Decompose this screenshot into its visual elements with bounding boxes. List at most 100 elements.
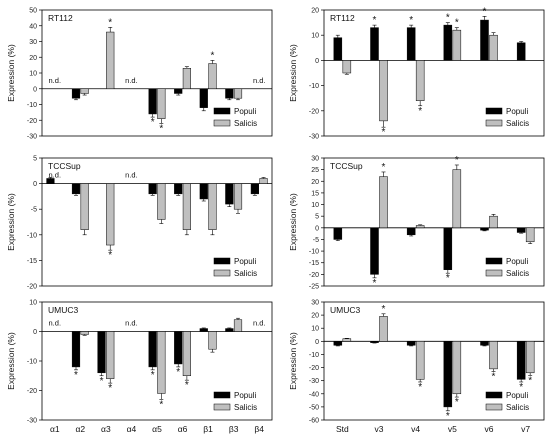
bar-salicis [157,183,166,220]
y-tick-label: -10 [27,232,37,239]
bar-populi [225,328,234,332]
x-tick-label: v4 [411,424,420,434]
cell-line-label: RT112 [330,13,355,23]
bar-populi [174,183,183,195]
y-tick-label: 10 [29,300,37,307]
bar-populi [71,88,81,99]
cell-line-label: TCCSup [330,161,363,171]
significance-star: * [483,6,487,17]
bar-populi [148,88,157,115]
y-tick-label: -5 [31,207,37,214]
significance-star: * [528,375,532,386]
y-axis-title: Expression (%) [6,44,16,102]
y-axis-title: Expression (%) [6,332,16,390]
y-tick-label: 30 [29,39,37,46]
significance-star: * [382,304,386,315]
y-axis-title: Expression (%) [288,44,298,102]
chart-panel-4: -25 -20 -15 -10 -5 0 5 10 15 20 25 30 Expression (%)… [288,155,545,291]
legend-swatch-populi [213,257,231,265]
legend-swatch-populi [485,257,503,265]
legend-swatch-salicis [213,119,231,127]
y-tick-label: 30 [311,300,319,307]
cell-line-label: UMUC3 [330,305,360,315]
x-tick-label: v6 [485,424,494,434]
y-tick-label: -20 [27,388,37,395]
y-tick-label: 50 [29,8,37,15]
y-tick-label: 0 [315,225,319,232]
not-detected-annotation: n.d. [49,171,62,180]
bar-salicis [208,63,217,89]
y-tick-label: -10 [309,83,319,90]
significance-star: * [74,370,78,381]
y-tick-label: -60 [309,418,319,425]
not-detected-annotation: n.d. [49,76,62,85]
legend-label: Salicis [506,403,529,412]
significance-star: * [100,376,104,387]
y-tick-label: 5 [315,214,319,221]
y-axis-title: Expression (%) [288,332,298,390]
bar-salicis [452,29,462,61]
bar-salicis [452,169,462,229]
significance-star: * [108,383,112,394]
x-tick-label: β3 [229,424,239,434]
bar-salicis [182,183,191,230]
y-tick-label: -50 [309,404,319,411]
legend-label: Populi [234,391,256,400]
not-detected-annotation: n.d. [253,76,266,85]
bar-populi [370,227,379,275]
y-tick-label: -10 [309,352,319,359]
chart-panel-6: -60 -50 -40 -30 -20 -10 0 10 20 30 Expression (%) U… [288,300,545,434]
y-tick-label: -10 [27,359,37,366]
legend-swatch-populi [485,391,503,399]
bar-populi [333,227,343,240]
legend-label: Salicis [506,119,529,128]
significance-star: * [409,15,413,26]
legend-swatch-salicis [213,403,231,411]
legend-swatch-populi [213,107,231,115]
y-tick-label: 0 [33,86,37,93]
y-tick-label: 0 [33,181,37,188]
significance-star: * [159,399,163,410]
not-detected-annotation: n.d. [125,171,138,180]
x-tick-label: α5 [152,424,162,434]
y-tick-label: 15 [311,190,319,197]
chart-panel-2: -30 -20 -10 0 10 20 Expression (%) RT112 * * * * * * *… [288,6,545,141]
significance-star: * [519,382,523,393]
bar-populi [71,183,81,195]
bar-salicis [233,319,243,332]
plot-frame [323,301,545,421]
cell-line-label: UMUC3 [48,305,78,315]
bar-salicis [489,341,498,370]
bar-salicis [489,34,498,61]
legend-label: Populi [506,391,528,400]
significance-star: * [455,397,459,408]
bar-populi [480,19,489,61]
legend-label: Populi [506,257,528,266]
plot-frame [41,9,273,137]
bar-salicis [208,183,217,230]
bar-populi [516,42,526,61]
bar-salicis [233,88,243,99]
legend-swatch-populi [485,107,503,115]
significance-star: * [446,13,450,24]
bar-populi [71,331,81,368]
y-tick-label: 25 [311,167,319,174]
significance-star: * [382,127,386,138]
significance-star: * [159,123,163,134]
y-tick-label: 20 [311,8,319,15]
plot-frame [41,157,273,287]
bar-populi [174,88,183,94]
x-tick-label: α3 [101,424,111,434]
bar-populi [443,24,453,61]
bar-salicis [489,215,498,229]
chart-panel-5: -30 -20 -10 0 10 Expression (%) UMUC3 * * * * * * * n.… [6,300,273,434]
x-tick-label: v7 [521,424,530,434]
significance-star: * [151,370,155,381]
y-tick-label: -25 [309,284,319,291]
significance-star: * [210,50,214,61]
x-tick-label: v3 [375,424,384,434]
y-tick-label: 10 [311,326,319,333]
bar-populi [443,341,453,408]
y-tick-label: -30 [309,378,319,385]
bar-populi [250,183,259,195]
